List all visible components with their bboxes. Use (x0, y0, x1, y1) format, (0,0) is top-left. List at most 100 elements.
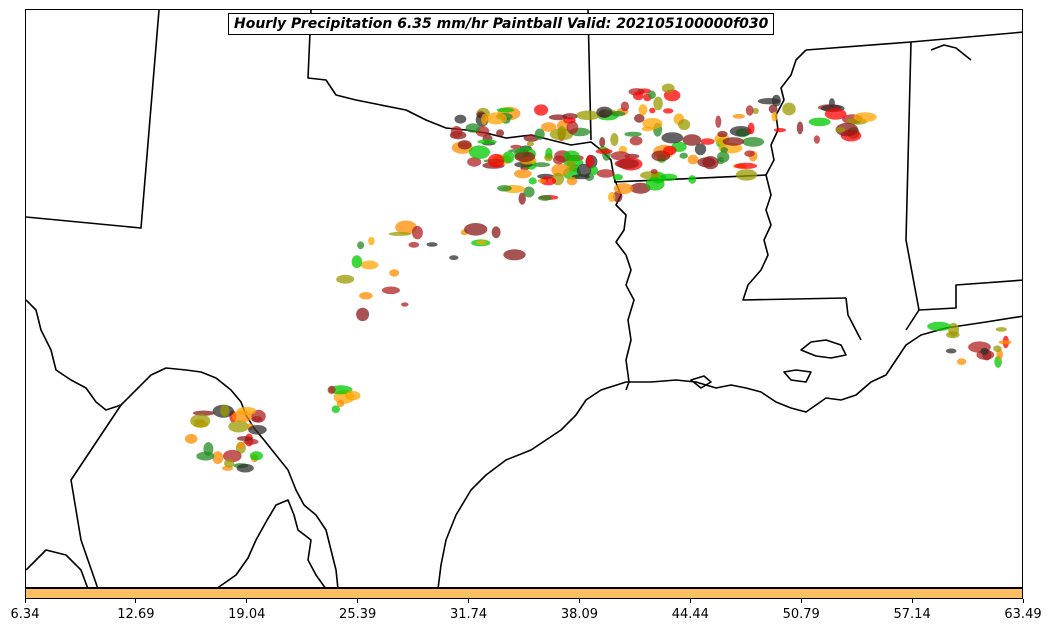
precip-blob (697, 157, 716, 168)
precip-blob (548, 114, 568, 121)
bay-inlet (783, 369, 812, 383)
precip-blob (336, 274, 355, 284)
precip-blob (835, 127, 846, 133)
colorbar-tick-mark (911, 599, 913, 603)
precip-blob (956, 358, 967, 365)
precip-blob (502, 151, 515, 164)
precip-blob (715, 115, 722, 128)
precip-blob (566, 159, 576, 172)
precip-blob (678, 119, 691, 131)
precip-blob (563, 117, 576, 124)
colorbar-tick-label: 19.04 (228, 607, 266, 622)
precip-blob (359, 292, 373, 300)
precip-blob (642, 118, 663, 130)
precip-blob (566, 176, 578, 186)
precip-blob (537, 195, 552, 201)
precip-blob (998, 340, 1012, 345)
precip-blob (526, 141, 534, 147)
precip-blob (945, 348, 957, 354)
tx-nm-south (26, 299, 339, 587)
precip-blob (796, 121, 804, 135)
colorbar-tick-label: 25.39 (339, 607, 377, 622)
precip-blob (534, 128, 545, 140)
precip-blob (735, 169, 758, 181)
map-title: Hourly Precipitation 6.35 mm/hr Paintbal… (228, 13, 775, 35)
state-boundaries (26, 10, 1022, 587)
precip-blob (497, 185, 512, 192)
precip-blob (744, 150, 755, 157)
al-fl-boundary (918, 279, 1022, 311)
precip-blob (630, 182, 651, 194)
precip-blob (813, 135, 821, 144)
precip-blob (835, 122, 859, 137)
precip-blob (351, 255, 363, 269)
precip-blob (534, 104, 549, 116)
nm-north-boundary (26, 10, 160, 229)
precip-blob (650, 169, 658, 174)
map-canvas (26, 10, 1022, 587)
precip-blob (528, 177, 537, 185)
precip-blob (729, 126, 752, 137)
precip-blob (537, 178, 547, 184)
precip-blob (661, 83, 675, 93)
colorbar-tick-mark (1022, 599, 1024, 603)
precip-blob (649, 107, 656, 114)
precip-blob (236, 463, 254, 473)
colorbar-tick-label: 31.74 (449, 607, 488, 622)
precip-blob (995, 327, 1007, 332)
precip-blob (450, 126, 463, 139)
precip-blob (647, 90, 656, 100)
precip-blob (485, 112, 507, 125)
precip-blob (717, 130, 728, 138)
precip-blob (645, 177, 665, 191)
precip-blob (663, 145, 677, 156)
colorbar (25, 588, 1023, 599)
precip-blob (629, 136, 643, 146)
colorbar-tick-label: 6.34 (10, 607, 40, 622)
precip-blob (742, 137, 765, 147)
precip-blob (236, 406, 257, 416)
colorbar-tick-mark (246, 599, 248, 603)
precip-blob (771, 94, 781, 107)
colorbar-tick-mark (24, 599, 26, 603)
precip-blob (223, 449, 242, 463)
precip-blob (237, 441, 245, 449)
precip-blob (220, 404, 230, 417)
ga-detail (930, 44, 972, 61)
precip-blob (688, 175, 697, 184)
precip-blob (700, 138, 715, 145)
precip-blob (732, 113, 746, 119)
precip-blob (457, 140, 472, 150)
precip-blob (614, 159, 639, 169)
precip-blob (228, 420, 249, 433)
precip-blob (946, 331, 960, 339)
colorbar-tick-label: 57.14 (893, 607, 931, 622)
precip-blob (608, 191, 616, 203)
precip-blob (824, 108, 847, 120)
ms-la-boundary (742, 174, 847, 301)
chihuahua-boundary (70, 404, 122, 587)
precip-blob (853, 112, 877, 122)
precip-blob (360, 260, 379, 270)
coahuila-boundary (217, 499, 326, 587)
tx-la-boundary (625, 381, 630, 391)
precip-blob (720, 147, 728, 153)
colorbar-tick-label: 63.49 (1004, 607, 1042, 622)
precip-blob (576, 110, 600, 121)
precip-blob (465, 123, 481, 133)
precip-blob (248, 425, 267, 435)
al-ga-boundary (910, 31, 1022, 43)
colorbar-tick-mark (689, 599, 691, 603)
precip-blob (514, 151, 536, 162)
precip-blob (491, 226, 501, 239)
colorbar-tick-mark (357, 599, 359, 603)
precip-blob (487, 153, 505, 168)
precip-blob (408, 241, 420, 248)
precip-blob (549, 128, 574, 141)
precip-blob (773, 128, 787, 133)
precip-blob (808, 117, 831, 127)
bay-inlet-2 (690, 375, 712, 389)
lake-pontchartrain (800, 339, 847, 359)
colorbar-tick-label: 44.44 (671, 607, 709, 622)
precip-blob (610, 110, 626, 117)
